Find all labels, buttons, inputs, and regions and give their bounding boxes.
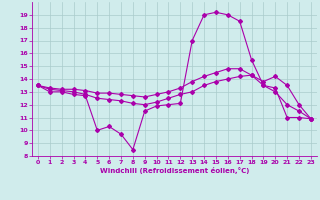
X-axis label: Windchill (Refroidissement éolien,°C): Windchill (Refroidissement éolien,°C) bbox=[100, 167, 249, 174]
